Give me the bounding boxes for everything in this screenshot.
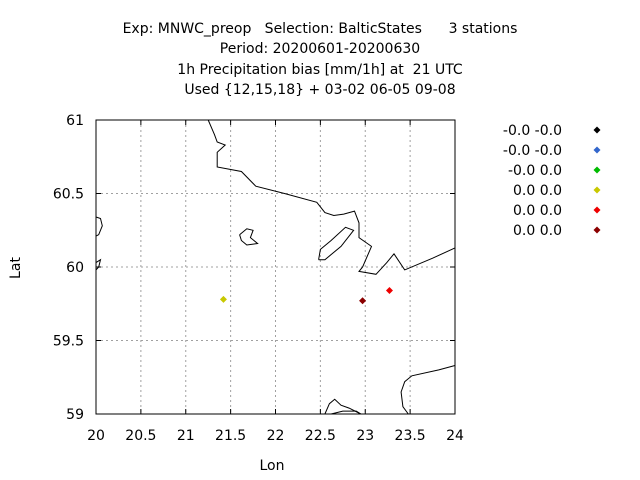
- y-tick-label: 60: [66, 260, 84, 276]
- coastline: [95, 216, 103, 237]
- legend-label: -0.0 -0.0: [503, 143, 562, 159]
- chart-title-line-2: Period: 20200601-20200630: [219, 41, 421, 57]
- legend-label: -0.0 0.0: [508, 163, 562, 179]
- legend-marker: [593, 146, 601, 154]
- x-tick-label: 21.5: [215, 428, 246, 444]
- x-tick-label: 22: [267, 428, 285, 444]
- legend-label: -0.0 -0.0: [503, 123, 562, 139]
- legend-label: 0.0 0.0: [513, 223, 562, 239]
- tick-layer: 20 20.5 21 21.5 22 22.5 23 23.5 24 59 59.5 60 60.5 61: [53, 113, 464, 444]
- coastline: [239, 228, 259, 246]
- y-tick-label: 60.5: [53, 187, 84, 203]
- coastline-layer: [95, 119, 456, 415]
- x-tick-label: 22.5: [305, 428, 336, 444]
- coastline: [324, 398, 362, 415]
- coastline: [95, 258, 102, 271]
- y-tick-label: 61: [66, 113, 84, 129]
- legend-label: 0.0 0.0: [513, 203, 562, 219]
- legend-label: 0.0 0.0: [513, 183, 562, 199]
- coastline: [318, 226, 355, 261]
- legend-marker: [593, 226, 601, 234]
- legend-marker: [593, 126, 601, 134]
- x-tick-label: 23: [356, 428, 374, 444]
- y-tick-label: 59: [66, 407, 84, 423]
- chart-title-line-4: Used {12,15,18} + 03-02 06-05 09-08: [184, 82, 456, 98]
- legend-marker: [593, 206, 601, 214]
- legend: -0.0 -0.0 -0.0 -0.0 -0.0 0.0 0.0 0.0 0.0 0.0…: [503, 123, 601, 239]
- coastline: [207, 119, 456, 275]
- x-tick-label: 20: [87, 428, 105, 444]
- x-tick-label: 20.5: [125, 428, 156, 444]
- chart-title-line-3: 1h Precipitation bias [mm/1h] at 21 UTC: [177, 62, 463, 78]
- grid-layer: [96, 120, 455, 414]
- x-tick-label: 21: [177, 428, 195, 444]
- x-tick-label: 23.5: [395, 428, 426, 444]
- data-point: [219, 295, 227, 303]
- coastline: [330, 410, 362, 415]
- y-axis-label: Lat: [8, 257, 24, 279]
- chart-title-line-1: Exp: MNWC_preop Selection: BalticStates …: [122, 21, 518, 37]
- x-axis-label: Lon: [260, 458, 285, 474]
- y-tick-label: 59.5: [53, 334, 84, 350]
- legend-marker: [593, 186, 601, 194]
- x-tick-label: 24: [446, 428, 464, 444]
- coastline: [400, 365, 456, 415]
- data-point: [359, 297, 367, 305]
- data-point: [385, 287, 393, 295]
- legend-marker: [593, 166, 601, 174]
- data-point-layer: [219, 287, 393, 305]
